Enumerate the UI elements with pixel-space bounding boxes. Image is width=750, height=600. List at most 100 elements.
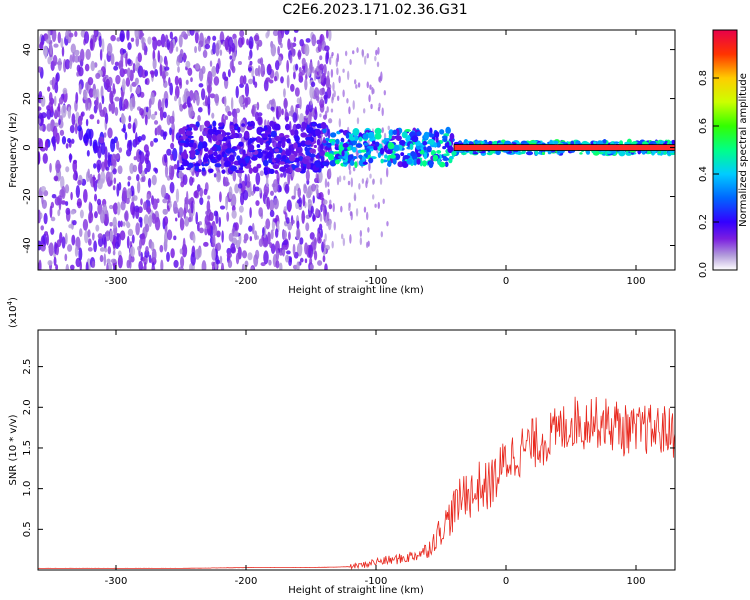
spectrogram-cell	[293, 30, 299, 33]
spectrogram-cell	[175, 46, 179, 52]
spectrogram-cell	[288, 121, 292, 133]
spectrogram-cell	[138, 260, 143, 270]
spectrogram-cell	[310, 81, 316, 88]
spectrogram-cell	[534, 149, 539, 156]
spectrogram-cell	[602, 139, 607, 144]
spectrogram-cell	[44, 34, 49, 40]
spectrogram-cell	[93, 240, 97, 253]
spectrogram-cell	[118, 60, 124, 71]
spectrogram-cell	[178, 170, 183, 178]
spectrogram-cell	[40, 185, 47, 192]
spectrogram-cell	[363, 142, 369, 146]
spectrogram-cell	[263, 184, 270, 196]
spectrogram-cell	[316, 138, 321, 146]
spectrogram-cell	[197, 106, 203, 113]
spectrogram-cell	[265, 176, 269, 188]
spectrogram-cell	[80, 111, 85, 117]
spectrogram-cell	[86, 150, 90, 157]
spectrogram-cell	[89, 114, 95, 120]
spectrogram-cell	[159, 244, 164, 253]
spectrogram-cell	[195, 63, 200, 70]
spectrogram-cell	[327, 181, 330, 188]
spectrogram-cell	[213, 151, 218, 157]
spectrogram-cell	[448, 158, 453, 164]
spectrogram-cell	[214, 93, 220, 104]
spectrogram-cell	[105, 78, 110, 89]
spectrogram-cell	[116, 201, 121, 216]
svg-text:(x104): (x104)	[6, 297, 19, 328]
spectrogram-cell	[286, 59, 290, 73]
spectrogram-cell	[197, 44, 202, 52]
spectrogram-cell	[279, 166, 287, 172]
spectrogram-cell	[87, 168, 90, 179]
spectrogram-cell	[280, 76, 284, 84]
spectrogram-cell	[50, 227, 55, 235]
spectrogram-cell	[114, 96, 120, 102]
spectrogram-cell	[99, 254, 104, 263]
spectrogram-cell	[197, 115, 201, 122]
spectrogram-cell	[348, 206, 351, 211]
spectrogram-cell	[61, 200, 66, 205]
spectrogram-cell	[277, 45, 280, 56]
spectrogram-cell	[187, 67, 193, 77]
spectrogram-cell	[126, 188, 132, 200]
spectrogram-cell	[85, 48, 91, 61]
spectrogram-cell	[227, 259, 233, 269]
spectrogram-cell	[381, 127, 385, 133]
spectrogram-cell	[266, 151, 273, 159]
spectrogram-cell	[369, 84, 372, 90]
spectrogram-cell	[216, 242, 222, 251]
spectrogram-cell	[164, 98, 169, 109]
spectrogram-cell	[145, 245, 149, 253]
spectrogram-cell	[165, 59, 168, 68]
spectrogram-cell	[61, 136, 67, 145]
spectrogram-cell	[287, 204, 291, 211]
spectrogram-cell	[274, 60, 280, 71]
spectrogram-cell	[57, 57, 62, 72]
spectrogram-cell	[290, 83, 295, 92]
spectrogram-cell	[132, 122, 136, 134]
spectrogram-cell	[356, 117, 360, 125]
spectrogram-cell	[205, 210, 209, 216]
spectrogram-cell	[117, 254, 123, 269]
spectrogram-cell	[298, 67, 302, 73]
spectrogram-cell	[343, 175, 346, 181]
spectrogram-cell	[244, 83, 250, 98]
snr-panel: -300 -200 -100 0 100 0.5 1.0 1.5 2.0 2.5 Height …	[6, 297, 676, 596]
spectrogram-cell	[230, 133, 237, 139]
spectrogram-cell	[428, 133, 435, 138]
spectrogram-cell	[231, 148, 235, 153]
spectrogram-cell	[221, 130, 227, 138]
spectrogram-cell	[314, 67, 318, 78]
spectrogram-cell	[332, 202, 335, 213]
spectrogram-cell	[380, 71, 383, 82]
spectrogram-cell	[130, 37, 135, 42]
spectrogram-cell	[149, 70, 155, 75]
spectrogram-cell	[320, 228, 323, 239]
snr-y-scale-label: (x10	[8, 305, 19, 328]
spectrogram-cell	[347, 180, 351, 186]
spectrogram-cell	[224, 76, 229, 82]
spectrogram-cell	[224, 132, 231, 136]
spectrogram-cell	[148, 254, 152, 264]
spectrogram-cell	[270, 130, 277, 138]
spectrogram-cell	[131, 234, 135, 244]
spectrogram-cell	[286, 74, 290, 89]
spectrogram-cell	[366, 81, 369, 89]
spectrogram-cell	[166, 114, 171, 126]
spectrogram-cell	[125, 220, 130, 227]
spectrogram-cell	[225, 105, 231, 114]
spectrogram-cell	[289, 42, 294, 51]
spectrogram-cell	[247, 144, 255, 152]
spectrogram-cell	[106, 42, 113, 56]
spectrogram-cell	[287, 171, 291, 186]
spectrogram-cell	[252, 166, 259, 174]
spectrogram-cell	[84, 63, 90, 72]
spectrogram-cell	[372, 88, 375, 95]
spectrogram-cell	[328, 56, 332, 66]
spectrogram-cell	[449, 133, 455, 140]
spectrogram-cell	[204, 95, 208, 107]
spectrogram-cell	[111, 153, 117, 166]
spectrogram-cell	[152, 198, 158, 210]
spectrogram-cell	[358, 182, 361, 190]
